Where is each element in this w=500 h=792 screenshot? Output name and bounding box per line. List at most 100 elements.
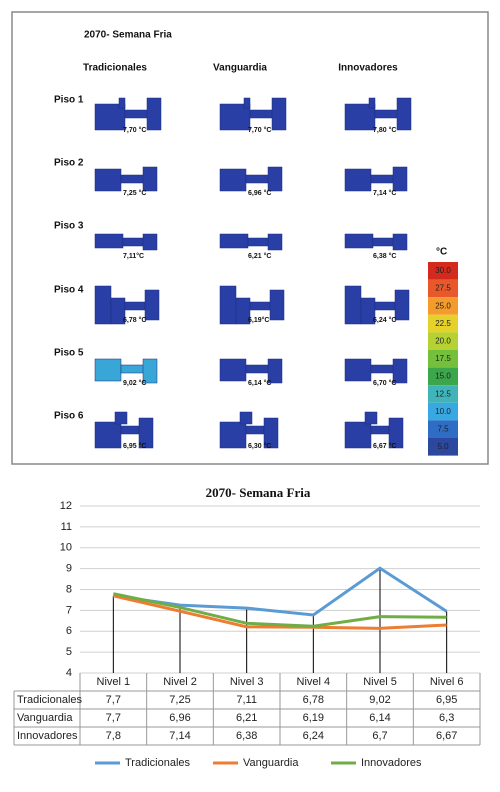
floor-plan — [344, 168, 372, 192]
scale-band — [428, 350, 458, 368]
legend-label: Vanguardia — [243, 757, 299, 769]
floor-plan — [392, 166, 408, 192]
floor-plan — [271, 97, 287, 131]
table-cell: 6,3 — [439, 712, 454, 724]
floor-plan — [243, 97, 251, 109]
column-header: Tradicionales — [83, 63, 147, 74]
temperature-label: 6,24 °C — [373, 316, 396, 324]
temperature-label: 6,78 °C — [123, 316, 146, 324]
table-cell: 6,21 — [236, 712, 257, 724]
temperature-label: 6,14 °C — [248, 379, 271, 387]
legend-label: Tradicionales — [125, 757, 191, 769]
scale-label: 5.0 — [437, 442, 449, 451]
floor-label: Piso 3 — [54, 221, 84, 232]
x-tick-label: Nivel 4 — [297, 676, 331, 688]
x-tick-label: Nivel 6 — [430, 676, 464, 688]
table-cell: 6,24 — [303, 730, 324, 742]
floor-plan — [94, 233, 124, 249]
y-tick-label: 6 — [66, 625, 72, 637]
floor-plan — [364, 411, 378, 425]
scale-band — [428, 332, 458, 350]
temperature-label: 7,70 °C — [248, 126, 271, 134]
y-tick-label: 12 — [60, 500, 72, 512]
floor-plan — [374, 301, 396, 311]
floor-plan — [235, 297, 251, 325]
floor-plan — [249, 301, 271, 311]
floor-plan — [396, 97, 412, 131]
floor-plan — [267, 233, 283, 251]
table-cell: 9,02 — [369, 694, 390, 706]
floor-plan — [120, 364, 146, 374]
scale-band — [428, 367, 458, 386]
floor-plan — [360, 297, 376, 325]
temperature-label: 9,02 °C — [123, 379, 146, 387]
floor-plan — [344, 233, 374, 249]
series-line — [112, 594, 447, 630]
floor-plan — [142, 358, 158, 384]
floor-plan — [110, 297, 126, 325]
floor-plan — [392, 358, 408, 384]
floor-plan — [124, 109, 150, 119]
y-tick-label: 9 — [66, 563, 72, 575]
floor-plan — [122, 237, 146, 247]
table-cell: 6,95 — [436, 694, 457, 706]
scale-band — [428, 279, 458, 298]
table-cell: 6,96 — [169, 712, 190, 724]
temperature-label: 6,38 °C — [373, 252, 396, 260]
y-tick-label: 10 — [60, 542, 72, 554]
floor-plan — [144, 289, 160, 321]
chart-title: 2070- Semana Fria — [206, 485, 311, 500]
floor-plan — [219, 168, 247, 192]
x-tick-label: Nivel 3 — [230, 676, 264, 688]
y-tick-label: 11 — [61, 521, 72, 533]
series-line — [113, 592, 447, 628]
scale-label: 17.5 — [435, 354, 451, 363]
floor-plan — [120, 425, 140, 435]
floor-plan — [219, 421, 247, 449]
floor-plan — [344, 285, 362, 325]
x-tick-label: Nivel 1 — [97, 676, 131, 688]
scale-label: 20.0 — [435, 337, 451, 346]
table-cell: 7,25 — [169, 694, 190, 706]
y-tick-label: 7 — [66, 604, 72, 616]
temperature-label: 6,70 °C — [373, 379, 396, 387]
floor-plan — [267, 358, 283, 384]
floor-plan — [370, 174, 396, 184]
table-cell: 6,19 — [303, 712, 324, 724]
temperature-label: 6,95 °C — [123, 442, 146, 450]
table-cell: 7,7 — [106, 712, 121, 724]
table-row-label: Vanguardia — [17, 712, 73, 724]
column-header: Vanguardia — [213, 63, 267, 74]
table-row-label: Tradicionales — [17, 694, 83, 706]
floor-plan — [120, 174, 146, 184]
floor-plan — [368, 97, 376, 109]
scale-label: 15.0 — [435, 372, 451, 381]
temperature-label: 6,21 °C — [248, 252, 271, 260]
legend-label: Innovadores — [361, 757, 422, 769]
scale-label: 22.5 — [435, 319, 451, 328]
floor-plan — [267, 166, 283, 192]
scale-label: 7.5 — [437, 425, 449, 434]
floor-plan — [219, 233, 249, 249]
scale-label: 27.5 — [435, 284, 451, 293]
floor-plan — [219, 358, 247, 382]
floor-plan — [118, 97, 126, 109]
scale-band — [428, 385, 458, 403]
floor-plan — [142, 233, 158, 251]
scale-band — [428, 420, 458, 438]
temperature-label: 7,80 °C — [373, 126, 396, 134]
floor-plan — [263, 417, 279, 449]
floor-plan — [114, 411, 128, 425]
temperature-label: 6,67 °C — [373, 442, 396, 450]
scale-unit: °C — [436, 247, 447, 258]
floor-plan — [146, 97, 162, 131]
floor-plan — [372, 237, 396, 247]
floor-label: Piso 6 — [54, 411, 84, 422]
x-tick-label: Nivel 2 — [163, 676, 197, 688]
temperature-label: 6,19°C — [248, 316, 269, 324]
column-header: Innovadores — [338, 63, 398, 74]
floor-plan — [269, 289, 285, 321]
floor-plan — [249, 109, 275, 119]
floor-plan — [388, 417, 404, 449]
floor-plan — [94, 285, 112, 325]
